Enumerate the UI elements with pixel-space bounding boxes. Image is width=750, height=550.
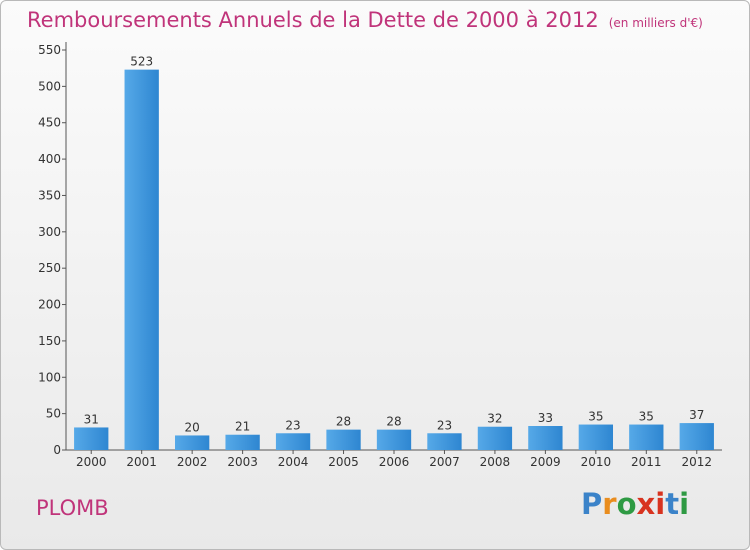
data-label: 20 <box>185 420 200 434</box>
bar <box>225 434 260 450</box>
x-tick-label: 2005 <box>328 455 359 469</box>
logo-letter: i <box>679 487 690 521</box>
logo-letter: i <box>655 487 666 521</box>
bar <box>275 433 311 450</box>
x-tick-label: 2004 <box>278 455 309 469</box>
x-tick-label: 2000 <box>76 455 107 469</box>
x-tick-label: 2011 <box>631 455 662 469</box>
logo-letter: o <box>616 487 637 521</box>
bar <box>679 423 714 450</box>
bar <box>74 427 109 450</box>
y-tick-label: 400 <box>38 152 61 166</box>
y-tick-label: 250 <box>38 261 61 275</box>
logo-letter: P <box>581 487 603 521</box>
data-label: 21 <box>235 420 250 434</box>
y-tick-label: 0 <box>53 443 61 457</box>
data-label: 28 <box>386 415 401 429</box>
data-label: 37 <box>689 408 704 422</box>
y-tick-label: 350 <box>38 188 61 202</box>
logo-letter: x <box>636 487 656 521</box>
data-label: 31 <box>84 412 99 426</box>
y-tick-label: 100 <box>38 370 61 384</box>
x-tick-label: 2003 <box>227 455 258 469</box>
data-label: 28 <box>336 415 351 429</box>
x-tick-label: 2006 <box>379 455 410 469</box>
bar <box>124 69 159 451</box>
labels: 31 523 20 21 23 28 28 23 32 33 35 35 37 <box>84 55 705 435</box>
unit-note: (en milliers d'€) <box>608 16 703 30</box>
bar <box>477 426 513 450</box>
x-tick-label: 2009 <box>530 455 561 469</box>
bar <box>528 426 563 450</box>
bar <box>174 435 210 450</box>
logo-letter: r <box>602 487 617 521</box>
place-label: PLOMB <box>36 496 109 520</box>
data-label: 33 <box>538 411 553 425</box>
y-tick-label: 300 <box>38 225 61 239</box>
bar <box>629 424 664 450</box>
bars <box>74 69 714 451</box>
x-tick-label: 2010 <box>581 455 612 469</box>
bar <box>427 433 462 450</box>
y-tick-label: 500 <box>38 79 61 93</box>
y-tick-label: 550 <box>38 43 61 57</box>
y-tick-label: 150 <box>38 334 61 348</box>
y-tick-label: 200 <box>38 298 61 312</box>
data-label: 23 <box>285 418 300 432</box>
y-tick-label: 450 <box>38 116 61 130</box>
proxiti-logo: Proxiti <box>581 487 689 521</box>
chart-title-text: Remboursements Annuels de la Dette de 20… <box>27 8 599 32</box>
logo-letter: t <box>665 487 680 521</box>
x-tick-label: 2001 <box>126 455 157 469</box>
y-tick-label: 50 <box>46 407 61 421</box>
bar <box>578 424 614 450</box>
data-label: 32 <box>487 412 502 426</box>
bar <box>326 429 361 450</box>
data-label: 35 <box>639 410 654 424</box>
x-tick-label: 2008 <box>480 455 511 469</box>
data-label: 23 <box>437 418 452 432</box>
chart-title: Remboursements Annuels de la Dette de 20… <box>27 8 703 32</box>
data-label: 523 <box>130 55 153 69</box>
x-tick-label: 2002 <box>177 455 208 469</box>
x-tick-label: 2012 <box>681 455 712 469</box>
data-label: 35 <box>588 410 603 424</box>
bar <box>376 429 412 450</box>
x-tick-label: 2007 <box>429 455 460 469</box>
